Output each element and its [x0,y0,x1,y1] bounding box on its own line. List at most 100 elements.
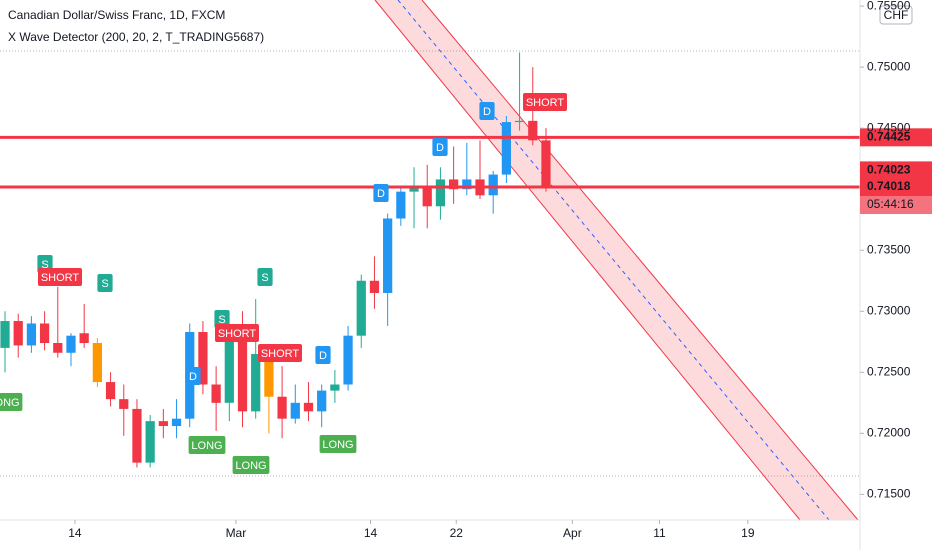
signal-label: D [436,142,444,154]
signal-label: S [261,272,268,284]
candle-body [396,191,406,219]
candle-body [303,402,314,412]
signal-badge: S [214,310,230,328]
candle-body [369,280,380,293]
candle-body [514,120,525,123]
countdown: 05:44:16 [867,197,914,211]
signal-badge: S [257,268,273,286]
signal-badge: SHORT [258,344,302,362]
signal-label: D [483,106,491,118]
signal-label: LONG [0,397,20,409]
level-label-box [860,128,932,147]
channel [375,0,858,520]
y-tick-label: 0.73500 [867,242,911,256]
candle-body [145,421,155,463]
signal-badge: SHORT [523,93,567,111]
candle-body [435,179,446,207]
candle-body [290,402,300,419]
signal-badge: D [373,184,389,202]
signal-badge: SHORT [38,268,82,286]
x-tick-label: 22 [450,526,464,540]
signal-label: LONG [322,439,353,451]
signal-badge: LONG [232,456,270,474]
signal-box [185,367,201,385]
candle-body [26,323,37,346]
candle-body [0,321,10,348]
signal-badge: LONG [0,393,23,411]
candle-body [171,418,182,427]
countdown-box [860,196,932,215]
signal-label: D [319,350,327,362]
signal-label: SHORT [41,272,80,284]
candle-body [383,218,393,293]
candle-body [158,421,168,427]
signal-label: LONG [235,460,266,472]
signal-badge: LONG [319,435,357,453]
candle-body [317,390,327,412]
signal-box [523,93,567,111]
y-tick-label: 0.73000 [867,303,911,317]
y-tick-label: 0.74500 [867,120,911,134]
signal-label: D [377,188,385,200]
y-tick-label: 0.72500 [867,364,911,378]
candle-body [488,174,498,196]
signal-badge: D [185,367,201,385]
candle-body [92,343,102,383]
x-tick-label: 19 [741,526,755,540]
channel-edge [421,0,859,521]
level-label-box [860,178,932,197]
signal-label: D [189,371,197,383]
candle-body [264,353,274,397]
signal-box [432,138,448,156]
currency-box[interactable] [879,5,913,25]
signal-box [257,268,273,286]
last-price-box [860,161,932,180]
y-tick-label: 0.75500 [867,0,911,12]
candle-body [53,343,63,353]
candle-body [237,338,248,412]
candle-body [409,186,419,192]
candle-body [277,396,287,419]
signal-label: SHORT [526,97,565,109]
level-label: 0.74425 [867,129,911,143]
candle-body [422,186,432,207]
signal-label: SHORT [218,328,257,340]
signal-badge: SHORT [215,324,259,342]
channel-edge [374,0,801,521]
candle-body [119,399,129,409]
candle-body [13,321,23,346]
candle-body [330,384,340,391]
candle-body [66,335,76,353]
level-label: 0.74018 [867,179,911,193]
x-tick-label: Apr [563,526,582,540]
signal-box [258,344,302,362]
x-tick-label: 14 [364,526,378,540]
signal-label: LONG [191,440,222,452]
candle-body [501,122,512,175]
signal-box [38,268,82,286]
currency[interactable]: CHF [884,8,909,22]
indicator-label: X Wave Detector (200, 20, 2, T_TRADING56… [8,30,264,44]
signal-label: S [41,259,48,271]
last-price-label: 0.74023 [867,163,911,177]
candle-body [39,323,50,344]
signal-badge: LONG [188,436,226,454]
signal-box [319,435,357,453]
y-tick-label: 0.72000 [867,426,911,440]
candle-body [528,120,538,141]
signal-box [0,393,23,411]
candle-body [356,280,366,336]
plot: SSHORTSLONGDSSHORTSSHORTDLONGLONGLONGDDD… [0,52,860,474]
candle-body [541,140,551,187]
candle-body [132,408,142,463]
channel-mid [397,0,830,521]
signal-box [315,346,331,364]
candle-body [105,382,116,400]
signal-label: S [101,278,108,290]
signal-box [215,324,259,342]
price-axis: 0.74425 0.74018 0.74023 05:44:16 [860,128,932,215]
candle-body [448,179,459,190]
signal-box [373,184,389,202]
